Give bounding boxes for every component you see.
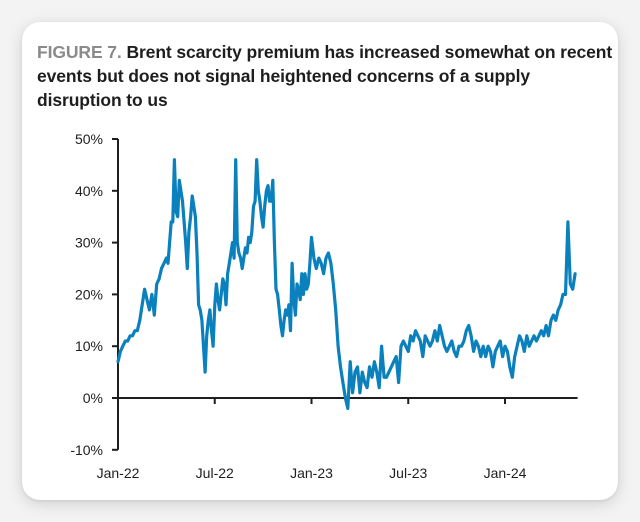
y-tick-label: -10% [70, 442, 103, 458]
series-group [116, 158, 577, 410]
figure-label: FIGURE 7. [37, 42, 122, 62]
y-tick-label: 20% [75, 286, 103, 302]
y-axis: -10% 0% 10% 20% 30% 40% 50% [70, 131, 119, 458]
y-tick-label: 40% [75, 183, 103, 199]
y-tick-label: 50% [75, 131, 103, 147]
x-tick-label: Jul-22 [196, 465, 234, 481]
x-axis: Jan-22 Jul-22 Jan-23 Jul-23 Jan-24 [97, 397, 578, 481]
series-line-brent-scarcity-premium [116, 158, 577, 410]
y-tick-label: 0% [83, 390, 103, 406]
x-tick-label: Jan-24 [484, 465, 527, 481]
y-tick-label: 30% [75, 235, 103, 251]
figure-title: FIGURE 7. Brent scarcity premium has inc… [37, 40, 617, 112]
y-tick-label: 10% [75, 338, 103, 354]
x-tick-label: Jul-23 [389, 465, 427, 481]
figure-title-text: Brent scarcity premium has increased som… [37, 42, 613, 110]
x-tick-label: Jan-23 [290, 465, 333, 481]
x-tick-label: Jan-22 [97, 465, 140, 481]
